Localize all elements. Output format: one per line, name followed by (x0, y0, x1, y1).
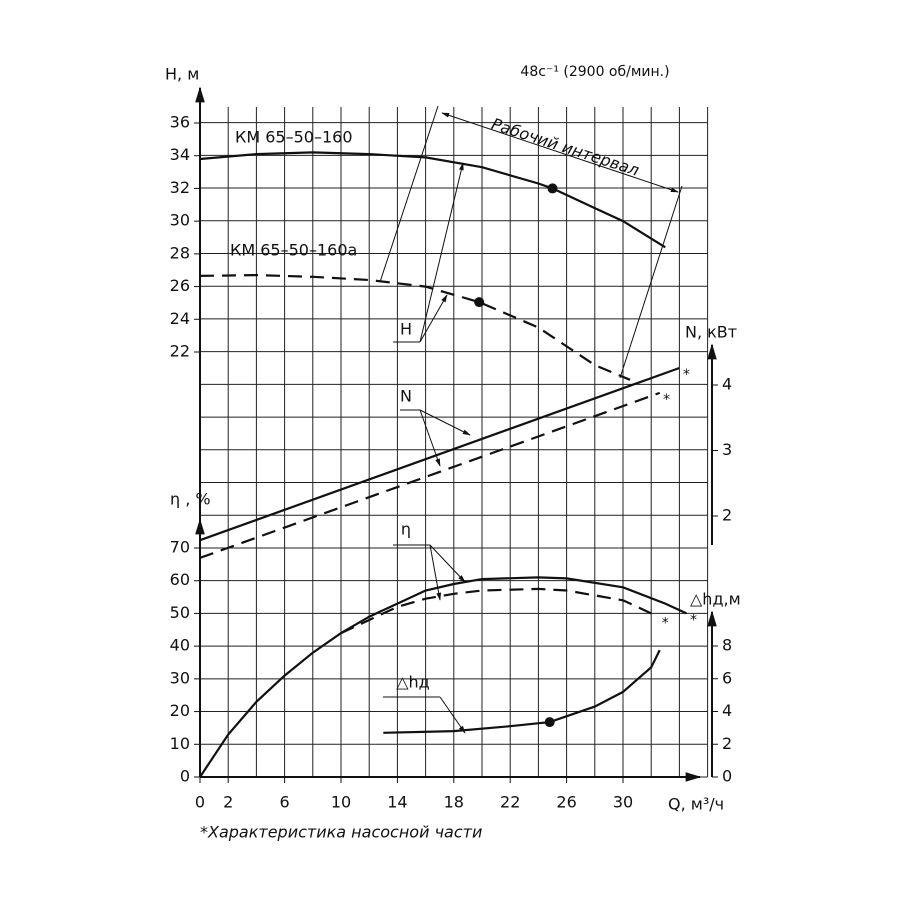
curve (199, 273, 631, 381)
point (547, 183, 558, 194)
y-tick-label: 8 (722, 636, 732, 655)
y-tick-label: 26 (170, 276, 190, 295)
point (474, 297, 485, 308)
x-axis-label: Q, м³/ч (668, 795, 724, 814)
y-tick-label: 20 (170, 701, 190, 720)
y-tick-label: 6 (722, 668, 732, 687)
x-tick-label: 14 (387, 793, 407, 812)
end-mark: * (662, 616, 669, 632)
x-tick-label: 10 (331, 793, 351, 812)
series-name: КМ 65–50–160 (235, 128, 353, 147)
x-tick-label: 26 (556, 793, 576, 812)
footnote: *Характеристика насосной части (200, 823, 482, 842)
y-tick-label: 2 (722, 734, 732, 753)
y-tick-label: 30 (170, 668, 190, 687)
callout-line (429, 544, 442, 601)
curve (199, 576, 687, 778)
y-axis-label: H, м (165, 65, 199, 84)
callout-line (419, 294, 448, 343)
x-tick-label: 18 (444, 793, 464, 812)
curve (199, 391, 661, 559)
y-tick-label: 3 (722, 440, 732, 459)
y-tick-label: 34 (170, 145, 190, 164)
y-tick-label: 0 (722, 767, 732, 786)
y-tick-label: 70 (170, 538, 190, 557)
y-tick-label: 60 (170, 570, 190, 589)
y-tick-label: 2 (722, 506, 732, 525)
x-tick-label: 0 (195, 793, 205, 812)
callout-line (419, 409, 441, 467)
y-tick-label: 30 (170, 211, 190, 230)
x-tick-label: 6 (280, 793, 290, 812)
y-tick-label: 36 (170, 113, 190, 132)
y-tick-label: 22 (170, 342, 190, 361)
y-tick-label: 4 (722, 701, 732, 720)
x-tick-label: 22 (500, 793, 520, 812)
y-axis-label: η , % (170, 490, 211, 509)
curve (199, 366, 680, 542)
curve (199, 151, 666, 249)
y-tick-label: 0 (180, 767, 190, 786)
y-tick-label: 50 (170, 603, 190, 622)
y-tick-label: 10 (170, 734, 190, 753)
y-tick-label: 4 (722, 375, 732, 394)
callout: △hд (396, 673, 430, 692)
subtitle: 48с⁻¹ (2900 об/мин.) (520, 64, 669, 80)
callout-line (429, 544, 466, 583)
end-mark: * (690, 612, 697, 628)
curve (340, 587, 659, 635)
callout-line (419, 162, 464, 343)
range-label: Рабочий интервал (489, 114, 641, 180)
callout: N (400, 387, 412, 406)
callout: η (401, 520, 411, 539)
y-tick-label: 32 (170, 178, 190, 197)
y-axis-label: N, кВт (685, 323, 737, 342)
end-mark: * (683, 367, 690, 383)
callout-line (419, 409, 471, 436)
y-axis-label: △hд,м (690, 590, 741, 609)
callout-line (439, 696, 466, 734)
callout: H (400, 320, 412, 339)
point (544, 717, 555, 728)
range-bound (379, 105, 439, 283)
x-tick-label: 2 (223, 793, 233, 812)
x-tick-label: 30 (613, 793, 633, 812)
range-bound (619, 185, 683, 379)
y-tick-label: 40 (170, 636, 190, 655)
series-name: КМ 65–50–160а (230, 241, 357, 260)
y-tick-label: 24 (170, 309, 190, 328)
grid (199, 107, 709, 778)
end-mark: * (663, 392, 670, 408)
range-arrow (441, 112, 679, 193)
y-tick-label: 28 (170, 243, 190, 262)
